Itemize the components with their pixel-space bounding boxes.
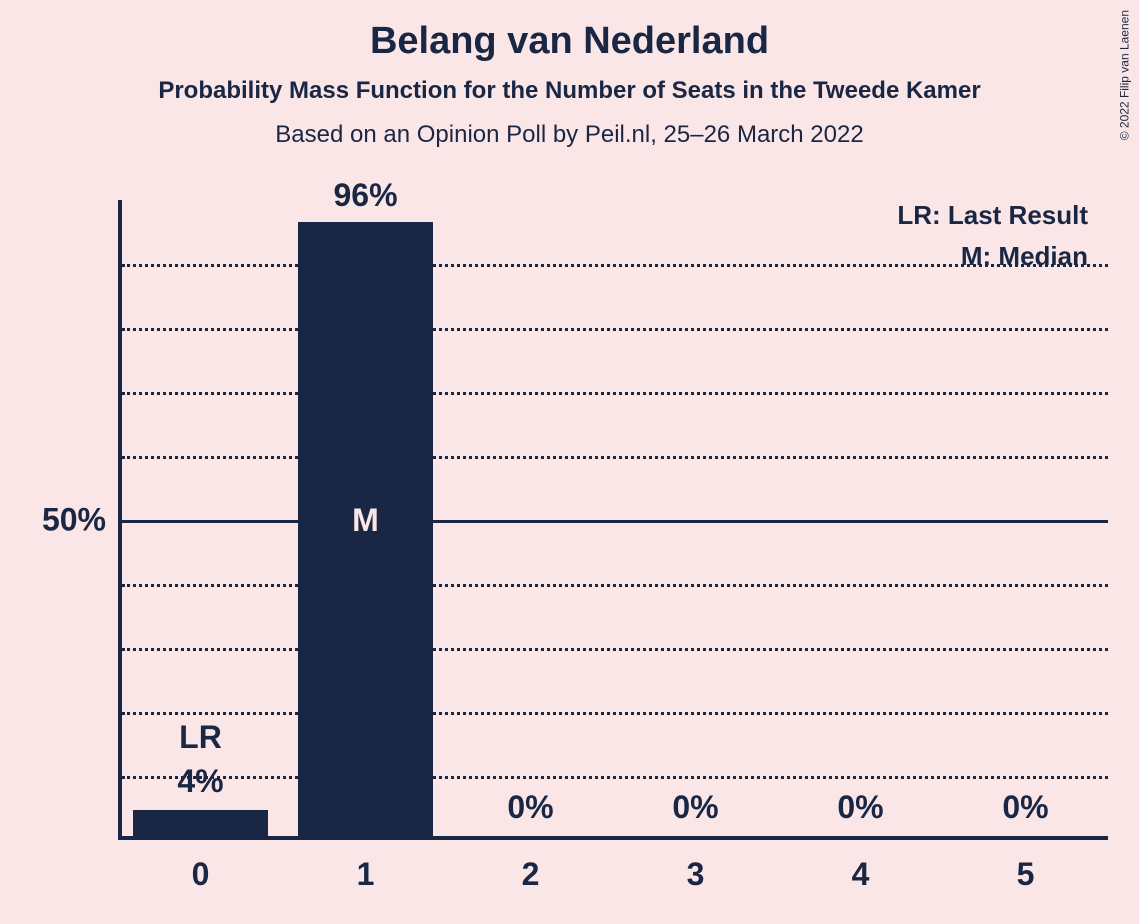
bar-value-label-1: 96% — [333, 177, 397, 214]
chart-subsubtitle: Based on an Opinion Poll by Peil.nl, 25–… — [0, 121, 1139, 149]
x-tick-5: 5 — [1017, 856, 1035, 893]
gridline-80 — [122, 328, 1108, 331]
bar-value-label-4: 0% — [837, 789, 883, 826]
x-tick-4: 4 — [852, 856, 870, 893]
copyright-text: © 2022 Filip van Laenen — [1117, 10, 1131, 140]
gridline-30 — [122, 648, 1108, 651]
bar-0 — [133, 810, 268, 836]
chart-subtitle: Probability Mass Function for the Number… — [0, 77, 1139, 105]
y-axis-label: 50% — [42, 502, 106, 539]
chart-plot-area: 50% LR4%96%M0%0%0%0% LR: Last Result M: … — [118, 200, 1108, 840]
bar-lr-label: LR — [179, 719, 222, 756]
x-tick-3: 3 — [687, 856, 705, 893]
gridline-50 — [122, 520, 1108, 523]
x-tick-1: 1 — [357, 856, 375, 893]
bar-median-label: M — [352, 502, 379, 539]
legend-m: M: Median — [897, 241, 1088, 272]
gridline-20 — [122, 712, 1108, 715]
bar-value-label-0: 4% — [177, 763, 223, 800]
bar-value-label-2: 0% — [507, 789, 553, 826]
legend-lr: LR: Last Result — [897, 200, 1088, 231]
bar-value-label-5: 0% — [1002, 789, 1048, 826]
bar-value-label-3: 0% — [672, 789, 718, 826]
gridline-10 — [122, 776, 1108, 779]
chart-title: Belang van Nederland — [0, 0, 1139, 63]
chart-legend: LR: Last Result M: Median — [897, 200, 1088, 282]
x-axis — [118, 836, 1108, 840]
x-tick-2: 2 — [522, 856, 540, 893]
x-tick-0: 0 — [192, 856, 210, 893]
gridline-60 — [122, 456, 1108, 459]
gridline-40 — [122, 584, 1108, 587]
gridline-70 — [122, 392, 1108, 395]
